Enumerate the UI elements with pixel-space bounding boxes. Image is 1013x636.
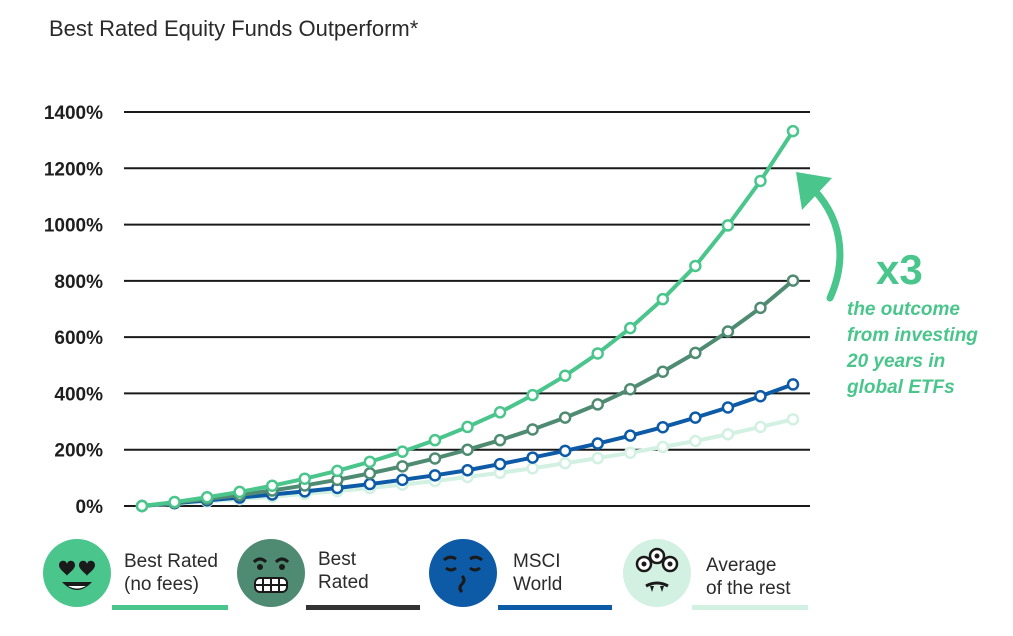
data-point [493, 406, 507, 419]
legend-color-bar [112, 605, 228, 610]
data-point [396, 445, 409, 458]
data-point [754, 389, 767, 403]
series-lines [135, 124, 800, 513]
data-point [656, 292, 670, 306]
data-point [558, 444, 572, 458]
data-point [754, 420, 767, 434]
data-point [233, 485, 246, 499]
chart-title: Best Rated Equity Funds Outperform* [49, 16, 419, 41]
alien-face-icon [623, 539, 691, 607]
data-point [298, 472, 311, 485]
data-point [591, 437, 604, 450]
y-tick-label: 600% [54, 328, 103, 349]
data-point [461, 420, 474, 434]
legend-item-best-rated-no-fees: Best Rated (no fees) [42, 538, 232, 618]
legend-item-msci-world: MSCI World [428, 538, 618, 618]
y-axis-ticks: 0% 200% 400% 600% 800% 1000% 1200% 1400% [44, 103, 103, 518]
data-point [526, 451, 539, 464]
data-point [786, 274, 800, 287]
data-point [624, 429, 637, 442]
data-point [461, 443, 474, 456]
legend-color-bar [498, 605, 612, 610]
data-point [591, 347, 604, 360]
data-point [135, 499, 149, 513]
annotation-multiplier: x3 [876, 246, 923, 293]
data-point [786, 124, 800, 138]
data-point [689, 259, 702, 273]
curved-arrow-icon [804, 180, 844, 302]
data-point [461, 464, 474, 477]
data-point [656, 440, 670, 454]
grinning-face-icon [237, 539, 305, 607]
data-point [624, 321, 637, 335]
data-point [558, 411, 572, 424]
y-tick-label: 800% [54, 272, 103, 293]
y-tick-label: 1200% [44, 159, 103, 180]
data-point [656, 365, 670, 379]
data-point [624, 446, 637, 460]
y-tick-label: 1000% [44, 216, 103, 237]
annotation-line: from investing [847, 325, 978, 346]
series-msci-world [135, 378, 800, 513]
arrow-head [796, 172, 832, 210]
y-tick-label: 400% [54, 384, 103, 405]
data-point [526, 462, 539, 475]
data-point [591, 451, 604, 465]
data-point [721, 219, 735, 232]
data-point [265, 479, 279, 492]
data-point [786, 378, 800, 391]
legend-label: Best Rated (no fees) [124, 551, 218, 595]
data-point [363, 477, 377, 491]
data-point [526, 423, 539, 436]
data-point [526, 388, 539, 402]
legend-color-bar [306, 605, 420, 610]
data-point [428, 452, 442, 465]
data-point [396, 460, 409, 473]
y-tick-label: 1400% [44, 103, 103, 124]
legend-item-best-rated: Best Rated [236, 538, 426, 618]
legend-color-bar [692, 605, 808, 610]
data-point [396, 473, 409, 487]
legend-item-average-of-the-rest: Average of the rest [622, 538, 812, 618]
annotation-line: the outcome [847, 299, 960, 320]
data-point [558, 369, 572, 382]
data-point [363, 467, 377, 480]
data-point [428, 469, 442, 482]
data-point [363, 455, 377, 469]
data-point [428, 433, 442, 447]
data-point [656, 420, 670, 434]
series-best-rated-no-fees [135, 124, 800, 513]
data-point [689, 434, 702, 448]
data-point [624, 382, 637, 396]
data-point [168, 495, 181, 509]
heart-eyes-face-icon [43, 539, 111, 607]
legend-label: MSCI World [513, 551, 563, 595]
data-point [493, 457, 507, 471]
annotation: x3 the outcome from investing 20 years i… [796, 172, 978, 398]
data-point [331, 464, 344, 478]
data-point [721, 325, 735, 338]
data-point [721, 427, 735, 441]
data-point [754, 174, 767, 188]
data-point [721, 401, 735, 414]
data-point [493, 433, 507, 447]
annotation-line: 20 years in [846, 351, 945, 372]
smirking-face-icon [429, 539, 497, 607]
data-point [558, 456, 572, 470]
legend-label: Best Rated [318, 549, 369, 593]
annotation-line: global ETFs [846, 377, 955, 398]
data-point [786, 413, 800, 426]
data-point [200, 491, 214, 504]
data-point [689, 411, 702, 424]
y-tick-label: 0% [76, 497, 104, 518]
y-tick-label: 200% [54, 441, 103, 462]
legend-label: Average of the rest [706, 555, 791, 599]
data-point [754, 301, 767, 315]
data-point [591, 398, 604, 411]
data-point [689, 346, 702, 360]
